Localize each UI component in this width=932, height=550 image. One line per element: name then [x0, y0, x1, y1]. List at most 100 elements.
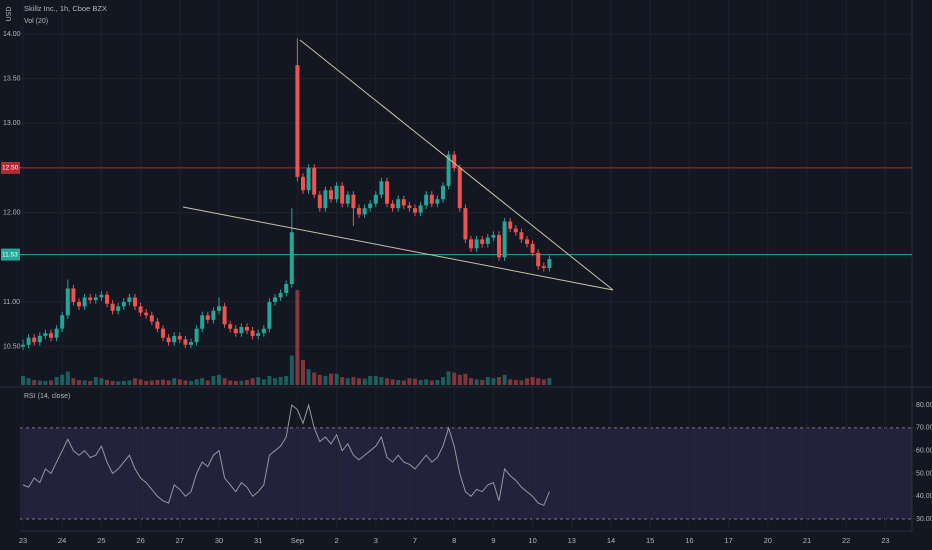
volume-bar [536, 378, 541, 385]
volume-bar [99, 378, 104, 385]
price-label-box [1, 161, 20, 174]
candle-body [541, 266, 546, 268]
volume-bar [323, 375, 328, 385]
candle-body [54, 328, 59, 338]
volume-bar [530, 377, 535, 385]
volume-bar [110, 380, 115, 385]
volume-bar [435, 380, 440, 385]
volume-bar [379, 377, 384, 385]
volume-bar [452, 372, 457, 385]
volume-bar [65, 371, 70, 385]
x-tick-label: 21 [803, 536, 811, 545]
candle-body [536, 252, 541, 267]
candle-body [390, 203, 395, 209]
candle-body [183, 339, 188, 345]
volume-bar [541, 379, 546, 385]
volume-bar [194, 379, 199, 385]
volume-bar [441, 377, 445, 385]
rsi-tick-label: 70.00 [916, 425, 932, 432]
volume-bar [88, 380, 93, 385]
trendline-lower [182, 206, 614, 291]
candle-body [105, 294, 109, 304]
candle-body [110, 303, 115, 311]
volume-bar [368, 375, 373, 385]
candle-body [245, 326, 249, 331]
candle-body [508, 221, 513, 229]
y-tick-label: 14.00 [3, 31, 21, 38]
candle-body [446, 154, 451, 186]
volume-bar [233, 380, 238, 385]
volume-bar [373, 375, 378, 385]
candle-body [424, 194, 429, 206]
volume-bar [295, 290, 300, 385]
volume-bar [71, 378, 76, 385]
x-tick-label: 7 [413, 536, 417, 545]
volume-bar [166, 380, 171, 385]
candle-body [469, 239, 473, 249]
candle-body [99, 294, 104, 298]
candle-body [525, 239, 529, 244]
trendline-upper [299, 39, 614, 291]
volume-bar [189, 380, 193, 385]
candle-body [435, 199, 440, 204]
volume-bar [362, 378, 367, 385]
volume-bar [480, 380, 485, 385]
rsi-tick-label: 50.00 [916, 470, 932, 477]
y-tick-label: 11.00 [3, 299, 20, 306]
volume-bar [32, 380, 37, 385]
volume-bar [155, 380, 160, 385]
volume-bar [54, 377, 59, 385]
volume-bar [26, 378, 31, 385]
x-tick-label: 22 [842, 536, 850, 545]
candle-body [407, 205, 412, 209]
candle-body [261, 328, 266, 334]
volume-bar [149, 380, 154, 385]
volume-bar [446, 371, 451, 385]
candle-body [166, 337, 171, 343]
x-tick-label: 24 [58, 536, 66, 545]
volume-bar [121, 380, 126, 385]
volume-bar [474, 379, 479, 385]
volume-bar [116, 381, 121, 385]
x-tick-label: 23 [19, 536, 27, 545]
candle-body [351, 194, 356, 209]
candle-body [418, 205, 423, 213]
volume-bar [172, 378, 177, 385]
candle-body [200, 315, 205, 329]
volume-bar [93, 377, 98, 385]
volume-bar [261, 379, 266, 385]
volume-label: Vol (20) [24, 18, 48, 25]
y-tick-label: 10.50 [3, 343, 21, 350]
candle-body [37, 335, 42, 343]
x-tick-label: 23 [881, 536, 889, 545]
x-tick-label: 2 [335, 536, 339, 545]
currency-label: USD [6, 7, 13, 22]
volume-bar [317, 374, 322, 385]
volume-bar [222, 378, 227, 385]
y-tick-label: 13.50 [3, 75, 21, 82]
candle-body [457, 167, 462, 209]
candle-body [88, 297, 93, 301]
volume-bar [497, 377, 501, 385]
volume-bar [144, 380, 149, 385]
candle-body [323, 190, 328, 209]
candle-body [429, 194, 434, 204]
candle-body [530, 243, 535, 253]
candle-body [362, 208, 367, 215]
candle-body [228, 324, 233, 329]
candle-body [329, 190, 333, 200]
volume-bar [278, 377, 283, 385]
x-tick-label: 10 [528, 536, 536, 545]
volume-bar [211, 375, 216, 385]
volume-bar [390, 379, 395, 385]
candle-body [547, 259, 552, 268]
x-tick-label: 30 [215, 536, 223, 545]
candle-body [177, 335, 182, 340]
candle-body [413, 208, 417, 213]
candle-body [480, 239, 485, 244]
volume-bar [228, 380, 233, 385]
volume-bar [200, 378, 205, 385]
x-tick-label: 13 [568, 536, 576, 545]
candle-body [121, 301, 126, 307]
